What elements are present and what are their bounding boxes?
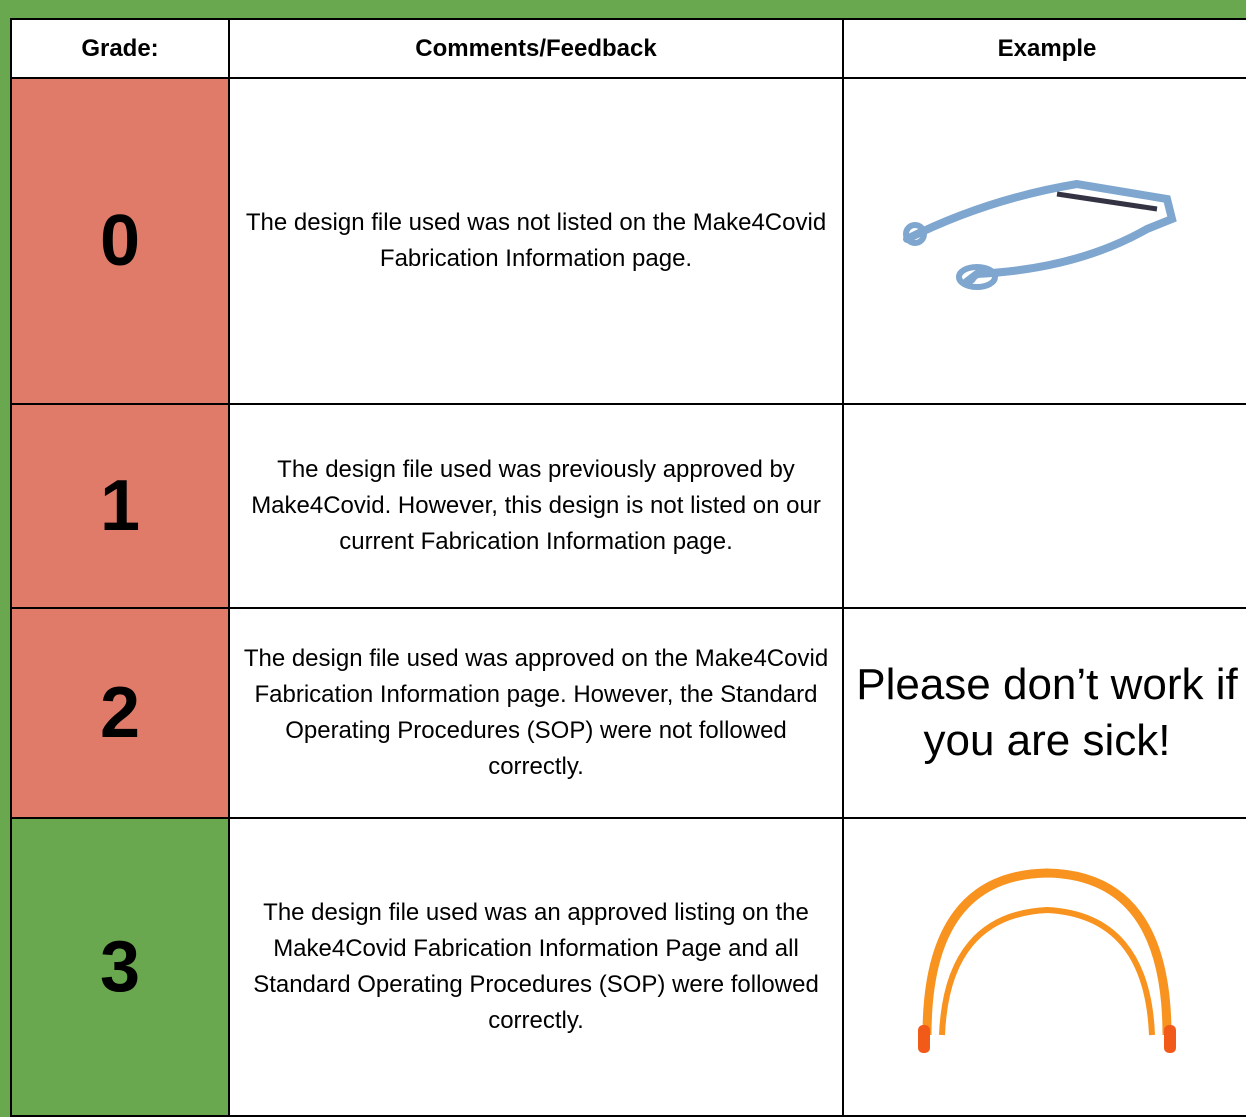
example-cell	[842, 77, 1246, 405]
comment: The design file used was not listed on t…	[228, 77, 844, 405]
header-cell: Comments/Feedback	[228, 18, 844, 79]
example-cell	[842, 817, 1246, 1117]
comment: The design file used was previously appr…	[228, 403, 844, 609]
header-cell: Example	[842, 18, 1246, 79]
grade: 0	[10, 77, 230, 405]
row: 2 The design file used was approved on t…	[10, 607, 1246, 819]
comment: The design file used was an approved lis…	[228, 817, 844, 1117]
comment: The design file used was approved on the…	[228, 607, 844, 819]
grade: 3	[10, 817, 230, 1117]
row: 3 The design file used was an approved l…	[10, 817, 1246, 1117]
grading-table: Grade: Comments/Feedback Example 0 The d…	[10, 18, 1246, 1117]
orange-shield-frame	[918, 867, 1176, 1053]
blue-shield-frame	[903, 179, 1177, 290]
example-cell	[842, 403, 1246, 609]
example-text: Please don’t work if you are sick!	[842, 607, 1246, 819]
header-row: Grade: Comments/Feedback Example	[10, 18, 1246, 79]
header-cell: Grade:	[10, 18, 230, 79]
row: 0 The design file used was not listed on…	[10, 77, 1246, 405]
grade: 1	[10, 403, 230, 609]
row: 1 The design file used was previously ap…	[10, 403, 1246, 609]
grade: 2	[10, 607, 230, 819]
